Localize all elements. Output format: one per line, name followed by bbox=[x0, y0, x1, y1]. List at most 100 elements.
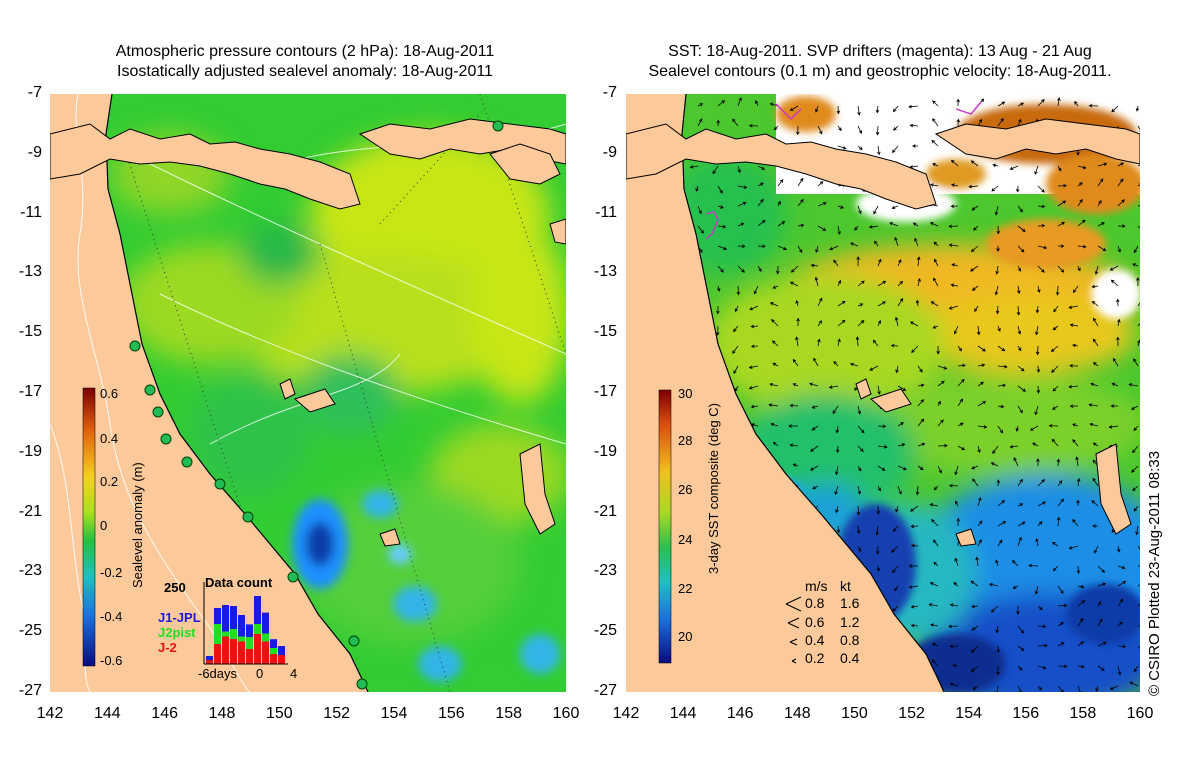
velocity-arrow bbox=[1057, 265, 1065, 273]
velocity-arrow bbox=[732, 345, 739, 354]
velocity-legend-kt-2: 0.8 bbox=[840, 632, 860, 648]
velocity-arrow bbox=[1137, 162, 1140, 167]
velocity-arrow bbox=[909, 123, 919, 128]
velocity-arrow bbox=[977, 401, 987, 407]
velocity-arrow bbox=[737, 97, 742, 107]
left-lat-tick: -15 bbox=[18, 323, 42, 341]
velocity-arrow bbox=[837, 338, 841, 347]
velocity-arrow bbox=[796, 317, 800, 327]
velocity-arrow bbox=[1037, 265, 1045, 273]
velocity-arrow bbox=[931, 519, 939, 527]
velocity-arrow bbox=[1057, 183, 1068, 188]
velocity-arrow bbox=[1132, 263, 1139, 267]
velocity-arrow bbox=[972, 685, 979, 690]
velocity-arrow bbox=[948, 624, 959, 629]
sla-tick-1: 0.4 bbox=[100, 431, 119, 446]
sst-map[interactable] bbox=[626, 94, 1140, 692]
velocity-arrow bbox=[1051, 405, 1059, 410]
velocity-arrow bbox=[1132, 445, 1139, 454]
velocity-arrow bbox=[868, 225, 879, 229]
velocity-arrow bbox=[736, 285, 741, 296]
velocity-arrow bbox=[1074, 100, 1079, 107]
velocity-arrow bbox=[857, 320, 865, 327]
velocity-arrow bbox=[857, 125, 863, 135]
velocity-arrow bbox=[971, 285, 979, 291]
velocity-arrow bbox=[953, 325, 959, 335]
velocity-arrow bbox=[1015, 425, 1019, 432]
velocity-arrow bbox=[832, 405, 839, 414]
velocity-arrow bbox=[795, 336, 799, 347]
velocity-arrow bbox=[1057, 165, 1062, 172]
velocity-arrow bbox=[875, 525, 879, 536]
velocity-arrow bbox=[950, 183, 959, 187]
velocity-arrow bbox=[1137, 564, 1140, 569]
velocity-arrow bbox=[733, 365, 739, 375]
velocity-legend-header-ms: m/s bbox=[805, 578, 828, 594]
velocity-arrow bbox=[689, 165, 699, 169]
right-lon-tick: 146 bbox=[726, 705, 754, 722]
velocity-arrow bbox=[1009, 444, 1019, 449]
velocity-arrow bbox=[1017, 625, 1025, 634]
velocity-arrow bbox=[877, 445, 888, 449]
velocity-arrow bbox=[1017, 521, 1026, 527]
velocity-arrow bbox=[1137, 298, 1140, 307]
velocity-arrow bbox=[891, 545, 899, 553]
right-lat-tick: -7 bbox=[602, 84, 617, 101]
hist-series-j1: J1-JPL bbox=[158, 610, 201, 625]
velocity-arrow bbox=[1111, 382, 1119, 387]
hist-bar bbox=[246, 624, 253, 637]
velocity-arrow bbox=[873, 205, 879, 215]
velocity-arrow bbox=[1028, 563, 1039, 568]
hist-bar bbox=[238, 641, 245, 664]
velocity-arrow bbox=[908, 564, 919, 568]
velocity-arrow bbox=[1077, 182, 1083, 187]
velocity-arrow bbox=[1092, 338, 1099, 347]
velocity-arrow bbox=[817, 225, 827, 231]
sst-colorbar bbox=[658, 389, 672, 664]
velocity-arrow bbox=[877, 465, 886, 471]
velocity-arrow bbox=[836, 105, 841, 115]
velocity-arrow bbox=[1077, 664, 1085, 669]
velocity-arrow bbox=[829, 245, 839, 251]
velocity-arrow bbox=[789, 403, 799, 408]
velocity-arrow bbox=[797, 177, 804, 187]
velocity-arrow bbox=[857, 105, 861, 116]
velocity-arrow bbox=[857, 485, 862, 495]
velocity-arrow bbox=[857, 465, 862, 472]
velocity-arrow bbox=[929, 582, 939, 587]
hist-bar bbox=[214, 644, 221, 664]
velocity-arrow bbox=[876, 505, 881, 515]
velocity-arrow bbox=[1097, 582, 1107, 587]
velocity-arrow bbox=[837, 205, 845, 209]
velocity-arrow bbox=[970, 580, 979, 587]
velocity-arrow bbox=[769, 302, 779, 307]
velocity-arrow bbox=[1136, 276, 1140, 287]
sst-tick-4: 22 bbox=[678, 581, 693, 596]
velocity-arrow bbox=[1077, 641, 1085, 647]
velocity-arrow bbox=[772, 285, 779, 289]
velocity-arrow bbox=[837, 125, 842, 132]
velocity-arrow bbox=[1097, 641, 1107, 647]
velocity-arrow bbox=[1088, 103, 1099, 108]
velocity-arrow bbox=[877, 280, 887, 287]
velocity-arrow bbox=[1037, 605, 1043, 611]
velocity-arrow bbox=[811, 405, 819, 409]
velocity-arrow bbox=[996, 645, 1000, 654]
velocity-arrow bbox=[811, 425, 819, 431]
right-lon-tick: 158 bbox=[1069, 705, 1097, 722]
velocity-arrow bbox=[917, 465, 924, 470]
velocity-arrow bbox=[1057, 200, 1067, 207]
velocity-arrow bbox=[1109, 685, 1119, 690]
velocity-arrow bbox=[850, 242, 859, 247]
velocity-arrow bbox=[856, 525, 861, 535]
velocity-arrow bbox=[997, 425, 1004, 434]
velocity-arrow bbox=[910, 505, 919, 512]
velocity-arrow bbox=[910, 604, 919, 609]
sealevel-anomaly-map[interactable] bbox=[50, 94, 566, 692]
velocity-arrow bbox=[1097, 665, 1105, 671]
velocity-arrow bbox=[996, 246, 1000, 253]
velocity-arrow bbox=[1094, 265, 1099, 275]
velocity-arrow bbox=[1116, 545, 1121, 553]
velocity-arrow bbox=[717, 224, 727, 229]
velocity-arrow bbox=[1057, 603, 1068, 608]
